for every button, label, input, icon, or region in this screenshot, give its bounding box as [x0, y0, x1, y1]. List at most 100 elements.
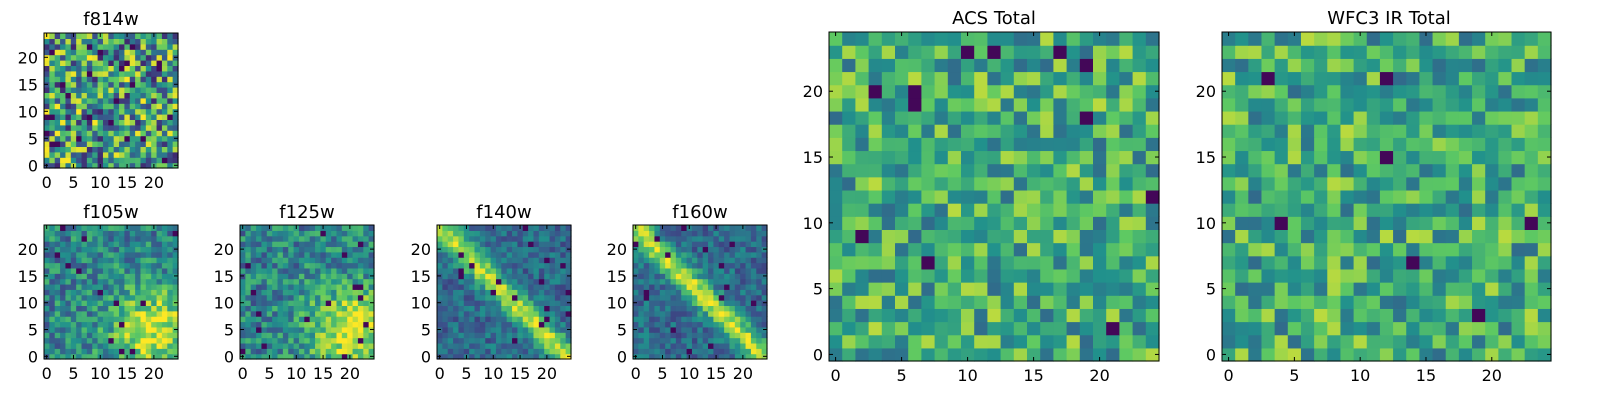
heatmap-cell — [151, 251, 158, 258]
heatmap-cell — [479, 267, 486, 274]
heatmap-cell — [81, 316, 88, 323]
heatmap-cell — [1366, 203, 1381, 217]
heatmap-cell — [1445, 268, 1460, 283]
heatmap-cell — [315, 305, 321, 312]
heatmap-cell — [341, 332, 348, 339]
heatmap-cell — [135, 43, 142, 50]
heatmap-cell — [1000, 229, 1015, 244]
heatmap-cell — [681, 353, 688, 360]
heatmap-cell — [1419, 163, 1434, 178]
heatmap-cell — [1327, 110, 1342, 125]
heatmap-cell — [842, 347, 856, 362]
heatmap-cell — [113, 278, 120, 285]
heatmap-cell — [702, 337, 709, 344]
heatmap-cell — [49, 337, 56, 344]
heatmap-cell — [1393, 163, 1407, 178]
heatmap-cell — [86, 119, 93, 126]
heatmap-cell — [533, 348, 540, 355]
heatmap-cell — [921, 334, 936, 349]
heatmap-cell — [119, 305, 125, 312]
heatmap-cell — [1537, 203, 1552, 217]
heatmap-cell — [54, 230, 61, 237]
heatmap-cell — [1393, 282, 1407, 296]
heatmap-cell — [145, 230, 152, 237]
heatmap-cell — [129, 235, 136, 242]
heatmap-cell — [135, 310, 142, 317]
heatmap-cell — [240, 278, 246, 285]
heatmap-cell — [1419, 124, 1434, 138]
heatmap-cell — [528, 267, 535, 274]
heatmap-cell — [167, 332, 174, 339]
heatmap-cell — [565, 267, 572, 274]
heatmap-cell — [469, 225, 476, 231]
heatmap-cell — [1393, 229, 1407, 244]
heatmap-cell — [1235, 282, 1249, 296]
heatmap-cell — [522, 332, 529, 339]
heatmap-cell — [1300, 242, 1315, 257]
heatmap-cell — [1235, 347, 1249, 362]
heatmap-cell — [908, 334, 922, 349]
heatmap-cell — [560, 300, 567, 306]
heatmap-cell — [49, 114, 56, 120]
heatmap-cell — [474, 235, 481, 242]
heatmap-cell — [702, 257, 709, 264]
heatmap-cell — [1119, 268, 1134, 283]
heatmap-cell — [934, 321, 949, 336]
heatmap-cell — [501, 326, 508, 333]
heatmap-cell — [325, 316, 332, 323]
heatmap-cell — [54, 283, 61, 290]
heatmap-cell — [1393, 58, 1407, 73]
heatmap-cell — [135, 337, 142, 344]
heatmap-cell — [156, 262, 163, 269]
heatmap-cell — [60, 33, 67, 39]
heatmap-cell — [987, 58, 1002, 73]
heatmap-cell — [102, 43, 109, 50]
heatmap-cell — [331, 278, 338, 285]
heatmap-cell — [92, 146, 99, 153]
heatmap-cell — [987, 295, 1002, 309]
heatmap-cell — [533, 294, 540, 301]
heatmap-cell — [44, 321, 50, 328]
heatmap-cell — [140, 135, 147, 142]
heatmap-cell — [92, 103, 99, 110]
heatmap-cell — [1366, 189, 1381, 204]
panel-title-f814w: f814w — [83, 9, 138, 30]
heatmap-cell — [1145, 124, 1160, 138]
heatmap-cell — [1524, 334, 1539, 349]
heatmap-cell — [282, 246, 289, 253]
heatmap-cell — [1027, 334, 1041, 349]
heatmap-cell — [156, 76, 163, 83]
panel-title-wfc3-ir-total: WFC3 IR Total — [1327, 8, 1450, 29]
heatmap-cell — [485, 289, 492, 296]
heatmap-cell — [81, 135, 88, 142]
heatmap-cell — [495, 283, 502, 290]
heatmap-cell — [1472, 32, 1486, 46]
heatmap-cell — [60, 348, 67, 355]
heatmap-cell — [691, 337, 698, 344]
heatmap-cell — [167, 262, 174, 269]
heatmap-cell — [654, 294, 661, 301]
heatmap-cell — [522, 262, 529, 269]
heatmap-cell — [734, 342, 741, 349]
heatmap-cell — [282, 321, 289, 328]
heatmap-cell — [490, 246, 497, 253]
heatmap-cell — [1261, 268, 1276, 283]
axes-frame — [632, 224, 768, 360]
heatmap-cell — [485, 267, 492, 274]
heatmap-cell — [501, 225, 508, 231]
heatmap-cell — [474, 251, 481, 258]
heatmap-cell — [490, 305, 497, 312]
heatmap-cell — [304, 300, 311, 306]
heatmap-cell — [86, 251, 93, 258]
heatmap-cell — [1406, 163, 1420, 178]
heatmap-cell — [320, 337, 327, 344]
heatmap-cell — [1053, 189, 1068, 204]
heatmap-cell — [485, 235, 492, 242]
heatmap-cell — [665, 300, 672, 306]
heatmap-cell — [119, 230, 125, 237]
heatmap-cell — [277, 283, 284, 290]
heatmap-cell — [320, 246, 327, 253]
heatmap-cell — [1300, 189, 1315, 204]
heatmap-cell — [490, 262, 497, 269]
heatmap-cell — [895, 216, 909, 230]
